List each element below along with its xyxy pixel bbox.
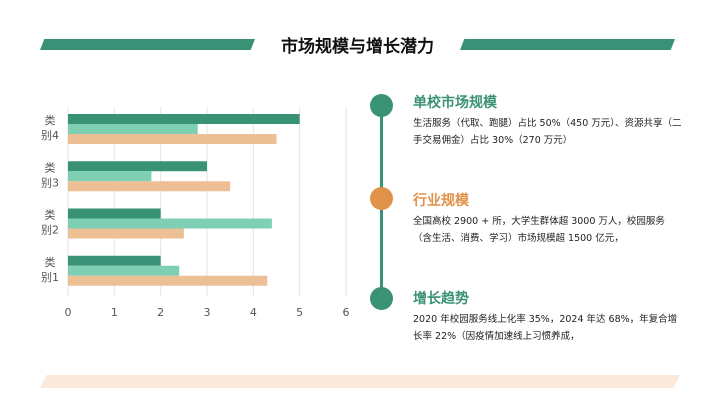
section-text-1: 生活服务（代取、跑腿）占比 50%（450 万元）、资源共享（二手交易佣金）占比… xyxy=(413,118,682,146)
bar xyxy=(68,161,207,172)
y-tick-label: 别4 xyxy=(41,129,59,142)
section-text-2: 全国高校 2900 + 所，大学生群体超 3000 万人，校园服务（含生活、消费… xyxy=(413,216,665,244)
y-tick-label: 别3 xyxy=(41,176,59,189)
bar xyxy=(68,255,161,266)
section-title-1: 单校市场规模 xyxy=(413,95,497,111)
y-tick-label: 类 xyxy=(45,160,56,174)
bar xyxy=(68,114,300,124)
x-tick-label: 2 xyxy=(157,306,164,319)
footer-band xyxy=(40,375,680,388)
bar xyxy=(68,265,180,276)
x-tick-label: 3 xyxy=(204,306,211,319)
y-tick-label: 别2 xyxy=(41,224,59,237)
title-band-right xyxy=(460,39,675,50)
timeline-dot-2 xyxy=(370,187,393,210)
y-tick-label: 类 xyxy=(45,208,56,222)
bar xyxy=(68,171,152,182)
bar xyxy=(68,134,277,144)
bar xyxy=(68,218,272,229)
y-tick-label: 类 xyxy=(45,255,56,269)
y-tick-label: 类 xyxy=(45,113,56,127)
x-tick-label: 4 xyxy=(250,306,257,319)
y-tick-label: 别1 xyxy=(41,271,59,284)
x-tick-label: 0 xyxy=(65,306,72,319)
page-title: 市场规模与增长潜力 xyxy=(281,37,434,57)
bar xyxy=(68,208,161,219)
x-tick-label: 5 xyxy=(296,306,303,319)
bar xyxy=(68,275,268,286)
section-title-2: 行业规模 xyxy=(413,193,469,209)
section-title-3: 增长趋势 xyxy=(413,291,469,307)
bar xyxy=(68,228,184,239)
bar xyxy=(68,124,198,134)
timeline-dot-3 xyxy=(370,287,393,310)
x-tick-label: 1 xyxy=(111,306,118,319)
title-band-left xyxy=(40,39,255,50)
x-tick-label: 6 xyxy=(343,306,350,319)
section-text-3: 2020 年校园服务线上化率 35%，2024 年达 68%，年复合增长率 22… xyxy=(413,314,678,342)
bar xyxy=(68,181,231,192)
timeline-dot-1 xyxy=(370,94,393,117)
